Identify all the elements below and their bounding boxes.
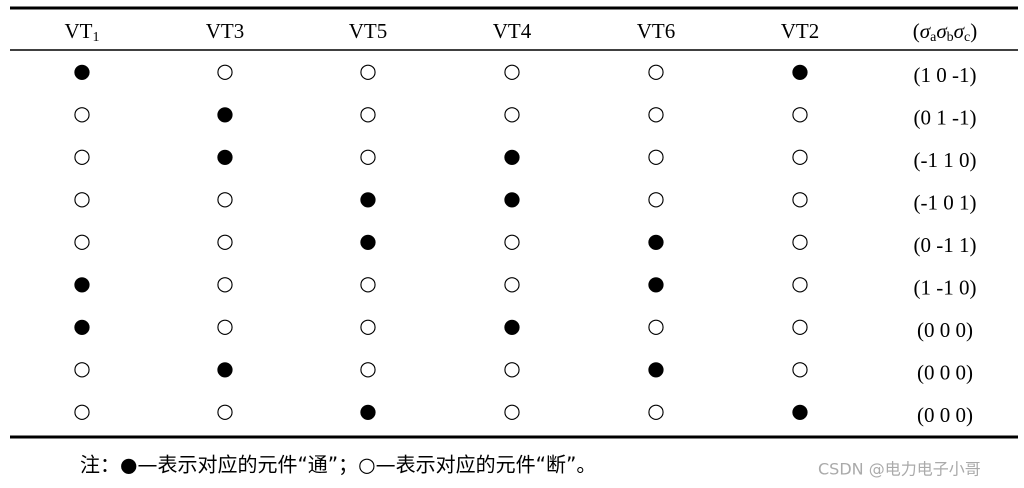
state-vector: (1 -1 0) xyxy=(914,275,977,299)
switch-state: ● xyxy=(503,186,520,210)
switch-state: ● xyxy=(216,356,233,380)
subscript: 1 xyxy=(93,30,100,45)
switch-state: ○ xyxy=(359,271,376,295)
header-text: σ xyxy=(936,19,948,43)
switch-state: ○ xyxy=(73,356,90,380)
switch-state: ○ xyxy=(503,399,520,423)
switch-state: ○ xyxy=(216,186,233,210)
switch-state: ● xyxy=(216,144,233,168)
switch-state: ○ xyxy=(73,186,90,210)
switch-state: ○ xyxy=(791,271,808,295)
state-vector: (0 -1 1) xyxy=(914,233,977,257)
header-text: VT6 xyxy=(637,19,676,43)
switch-state: ● xyxy=(503,314,520,338)
switch-state: ● xyxy=(359,186,376,210)
switch-state: ○ xyxy=(791,356,808,380)
switch-state: ○ xyxy=(503,229,520,253)
switch-state: ○ xyxy=(359,101,376,125)
switch-state: ○ xyxy=(216,59,233,83)
switch-state: ○ xyxy=(647,399,664,423)
header-text: ( xyxy=(913,19,920,43)
switch-state: ○ xyxy=(791,101,808,125)
switch-state: ○ xyxy=(359,144,376,168)
switch-state: ○ xyxy=(359,356,376,380)
switch-state: ● xyxy=(503,144,520,168)
switch-state: ● xyxy=(647,271,664,295)
header-cell: VT1 xyxy=(65,19,100,45)
switch-state: ○ xyxy=(647,59,664,83)
switch-state: ○ xyxy=(216,399,233,423)
switch-state: ● xyxy=(73,59,90,83)
header-text: σ xyxy=(954,19,966,43)
switch-state: ○ xyxy=(359,314,376,338)
switch-state: ○ xyxy=(791,144,808,168)
state-vector: (1 0 -1) xyxy=(914,63,977,87)
switch-state: ● xyxy=(73,271,90,295)
header-text: VT xyxy=(65,19,93,43)
header-cell: VT3 xyxy=(206,19,245,43)
header-cell: VT6 xyxy=(637,19,676,43)
watermark: CSDN @电力电子小哥 xyxy=(818,460,981,479)
switch-state: ● xyxy=(73,314,90,338)
switch-state: ○ xyxy=(503,59,520,83)
state-vector: (0 0 0) xyxy=(917,360,973,384)
switch-state: ● xyxy=(359,399,376,423)
switch-state: ○ xyxy=(791,229,808,253)
switch-state: ○ xyxy=(73,101,90,125)
state-vector: (0 0 0) xyxy=(917,403,973,427)
switch-state: ○ xyxy=(647,186,664,210)
header-text: VT5 xyxy=(349,19,388,43)
state-vector: (0 1 -1) xyxy=(914,105,977,129)
header-cell: VT2 xyxy=(781,19,820,43)
switch-state: ● xyxy=(791,399,808,423)
switch-state: ● xyxy=(359,229,376,253)
state-vector: (-1 0 1) xyxy=(914,190,977,214)
subscript: c xyxy=(964,30,970,45)
switch-state: ● xyxy=(791,59,808,83)
switch-state: ○ xyxy=(791,314,808,338)
header-cell: VT5 xyxy=(349,19,388,43)
switch-state: ○ xyxy=(503,356,520,380)
subscript: b xyxy=(947,30,954,45)
switch-state: ○ xyxy=(73,229,90,253)
switch-state: ○ xyxy=(503,101,520,125)
switch-state: ○ xyxy=(647,314,664,338)
switch-state: ○ xyxy=(216,271,233,295)
header-text: VT4 xyxy=(493,19,532,43)
switch-state: ○ xyxy=(647,144,664,168)
state-vector: (0 0 0) xyxy=(917,318,973,342)
header-text: VT3 xyxy=(206,19,245,43)
switch-state: ○ xyxy=(73,399,90,423)
switch-state: ● xyxy=(647,356,664,380)
header-text: σ xyxy=(920,19,932,43)
header-text: ) xyxy=(970,19,977,43)
switch-state: ○ xyxy=(216,314,233,338)
switch-state: ○ xyxy=(791,186,808,210)
header-text: VT2 xyxy=(781,19,820,43)
switch-state: ○ xyxy=(503,271,520,295)
switch-state: ○ xyxy=(359,59,376,83)
subscript: a xyxy=(930,30,937,45)
header-cell: (σaσbσc) xyxy=(913,19,978,45)
state-vector: (-1 1 0) xyxy=(914,148,977,172)
header-cell: VT4 xyxy=(493,19,532,43)
switch-state: ● xyxy=(216,101,233,125)
switch-state: ○ xyxy=(216,229,233,253)
switch-state: ○ xyxy=(647,101,664,125)
switch-state: ○ xyxy=(73,144,90,168)
switch-state: ● xyxy=(647,229,664,253)
footnote: 注：●—表示对应的元件“通”；○—表示对应的元件“断”。 xyxy=(80,453,596,477)
